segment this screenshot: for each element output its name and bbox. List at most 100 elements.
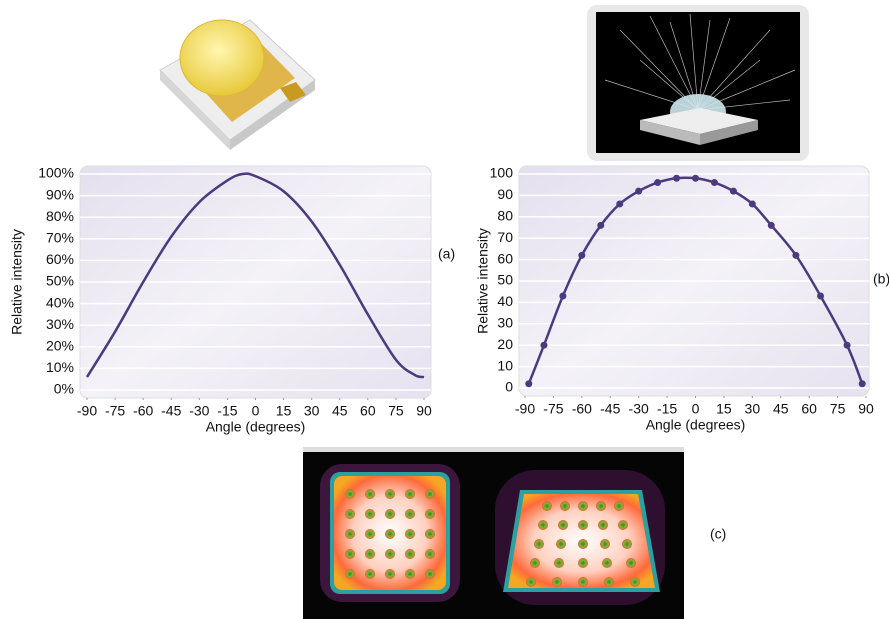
hotspot: [385, 529, 395, 539]
y-tick-label: 30%: [46, 316, 74, 332]
hotspot: [365, 489, 375, 499]
hotspot: [626, 558, 636, 568]
hotspot: [558, 520, 568, 530]
panel-label: (a): [438, 246, 455, 262]
x-tick-label: 60: [360, 403, 376, 419]
x-tick-label: -90: [77, 403, 97, 419]
x-tick-label: 60: [801, 401, 817, 417]
y-tick-label: 20%: [46, 338, 74, 354]
x-tick-label: -30: [629, 401, 649, 417]
hotspot: [345, 509, 355, 519]
x-tick-label: 45: [332, 403, 348, 419]
y-axis-label: Relative intensity: [9, 229, 25, 335]
y-tick-label: 40%: [46, 294, 74, 310]
hotspot: [578, 539, 588, 549]
hotspot: [365, 529, 375, 539]
data-point: [525, 380, 532, 387]
data-point: [673, 175, 680, 182]
x-tick-label: 30: [304, 403, 320, 419]
hotspot: [604, 577, 614, 587]
hotspot: [578, 520, 588, 530]
y-tick-label: 10: [497, 357, 513, 373]
y-tick-label: 80%: [46, 208, 74, 224]
hotspot: [385, 549, 395, 559]
hotspot: [614, 501, 624, 511]
hotspot: [578, 501, 588, 511]
data-point: [859, 380, 866, 387]
hotspot: [622, 539, 632, 549]
y-tick-label: 50%: [46, 273, 74, 289]
hotspot: [596, 501, 606, 511]
data-point: [768, 222, 775, 229]
x-tick-label: 30: [745, 401, 761, 417]
y-tick-label: 90: [497, 186, 513, 202]
hotspot: [405, 549, 415, 559]
x-tick-label: 75: [388, 403, 404, 419]
x-tick-label: -15: [657, 401, 677, 417]
y-tick-label: 100: [490, 165, 514, 181]
hotspot: [385, 489, 395, 499]
data-point: [597, 222, 604, 229]
hotspot: [365, 569, 375, 579]
y-tick-label: 0%: [54, 381, 74, 397]
hotspot: [425, 489, 435, 499]
hotspot: [618, 520, 628, 530]
data-point: [559, 292, 566, 299]
hotspot: [600, 539, 610, 549]
data-point: [578, 252, 585, 259]
hotspot: [425, 569, 435, 579]
hotspot: [560, 501, 570, 511]
data-point: [792, 252, 799, 259]
hotspot: [405, 489, 415, 499]
data-point: [817, 292, 824, 299]
x-tick-label: -60: [133, 403, 153, 419]
y-tick-label: 60: [497, 250, 513, 266]
data-point: [654, 179, 661, 186]
x-tick-label: 15: [716, 401, 732, 417]
x-tick-label: 15: [276, 403, 292, 419]
y-tick-label: 40: [497, 293, 513, 309]
y-tick-label: 60%: [46, 251, 74, 267]
panel-label: (c): [710, 526, 726, 542]
x-tick-label: 90: [416, 403, 432, 419]
hotspot: [538, 520, 548, 530]
x-tick-label: -75: [105, 403, 125, 419]
data-point: [616, 200, 623, 207]
ray-trace-image: [587, 5, 809, 161]
data-point: [711, 179, 718, 186]
x-tick-label: -90: [515, 401, 535, 417]
x-tick-label: 90: [858, 401, 874, 417]
x-tick-label: 45: [773, 401, 789, 417]
x-tick-label: -60: [572, 401, 592, 417]
data-point: [540, 342, 547, 349]
hotspot: [345, 529, 355, 539]
hotspot: [530, 558, 540, 568]
figure: (c)0%10%20%30%40%50%60%70%80%90%100%-90-…: [0, 0, 889, 619]
data-point: [730, 188, 737, 195]
y-tick-label: 90%: [46, 186, 74, 202]
x-tick-label: 0: [252, 403, 260, 419]
y-tick-label: 50: [497, 272, 513, 288]
hotspot: [578, 558, 588, 568]
data-point: [692, 175, 699, 182]
hotspot: [542, 501, 552, 511]
x-axis-label: Angle (degrees): [646, 417, 746, 433]
hotspot: [602, 558, 612, 568]
hotspot: [365, 509, 375, 519]
x-tick-label: 0: [692, 401, 700, 417]
x-tick-label: -45: [600, 401, 620, 417]
hotspot: [405, 509, 415, 519]
data-point: [635, 188, 642, 195]
hotspot: [345, 569, 355, 579]
x-tick-label: -30: [189, 403, 209, 419]
hotspot: [345, 549, 355, 559]
hotspot: [425, 529, 435, 539]
hotspot: [365, 549, 375, 559]
hotspot: [345, 489, 355, 499]
data-point: [844, 342, 851, 349]
led-photo: [160, 20, 315, 150]
y-tick-label: 10%: [46, 359, 74, 375]
x-tick-label: -45: [161, 403, 181, 419]
x-tick-label: -75: [543, 401, 563, 417]
hotspot: [552, 577, 562, 587]
